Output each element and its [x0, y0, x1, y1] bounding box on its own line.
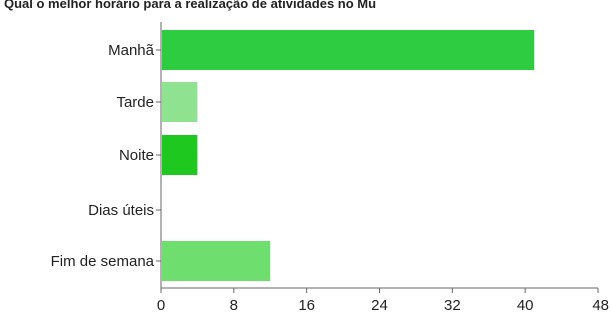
x-tick-label: 16 — [298, 297, 315, 314]
category-label: Noite — [119, 147, 154, 164]
x-tick-label: 0 — [157, 297, 165, 314]
x-tick-label: 24 — [371, 297, 388, 314]
bar-2 — [162, 135, 198, 175]
x-tick-label: 40 — [517, 297, 534, 314]
x-tick-label: 48 — [592, 297, 609, 314]
category-label: Tarde — [116, 94, 154, 111]
bar-1 — [162, 82, 198, 122]
x-tick-label: 32 — [444, 297, 461, 314]
category-label: Dias úteis — [88, 202, 154, 219]
bar-0 — [162, 30, 535, 70]
bars-group — [162, 30, 535, 281]
bar-4 — [162, 241, 271, 281]
category-label: Manhã — [108, 42, 155, 59]
x-ticks-group: 0 8 16 24 32 40 48 — [157, 288, 609, 314]
category-label: Fim de semana — [51, 253, 155, 270]
chart-title: Qual o melhor horário para a realização … — [4, 0, 376, 11]
x-tick-label: 8 — [230, 297, 238, 314]
category-labels: Manhã Tarde Noite Dias úteis Fim de semana — [51, 42, 161, 270]
